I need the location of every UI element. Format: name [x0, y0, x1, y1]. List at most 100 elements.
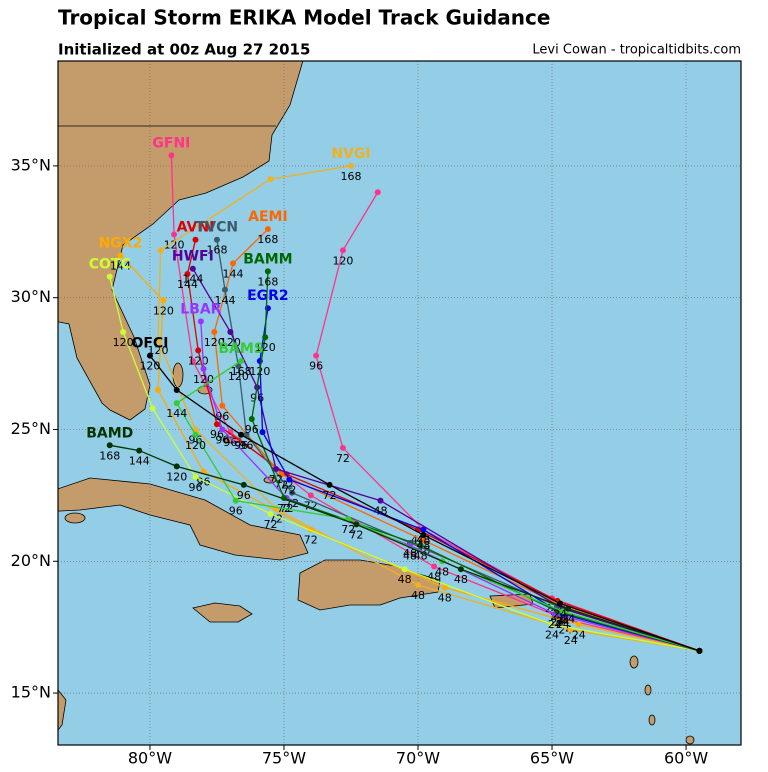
hour-label: 96 [250, 391, 264, 404]
track-point [248, 415, 255, 422]
track-point [374, 189, 381, 196]
hour-label: 48 [403, 547, 417, 560]
track-point [211, 328, 218, 335]
track-point [227, 429, 234, 436]
track-point [420, 526, 427, 533]
track-point [420, 537, 427, 544]
hour-label: 120 [332, 254, 353, 267]
track-point [347, 162, 354, 169]
track-point [221, 286, 228, 293]
hour-label: 24 [564, 634, 578, 647]
model-label: NVGI [331, 146, 370, 162]
x-tick-label: 65°W [530, 749, 574, 768]
hour-label: 168 [340, 170, 361, 183]
y-tick-label: 15°N [11, 683, 51, 702]
track-point [173, 463, 180, 470]
model-label: TVCN [196, 220, 238, 236]
hour-label: 144 [182, 273, 203, 286]
track-point [267, 510, 274, 517]
hour-label: 144 [214, 294, 235, 307]
hour-label: 168 [231, 365, 252, 378]
track-point [106, 273, 113, 280]
track-point [195, 347, 202, 354]
track-point [417, 542, 424, 549]
hour-label: 120 [139, 360, 160, 373]
hour-label: 120 [153, 304, 174, 317]
hour-label: 72 [323, 489, 337, 502]
hour-label: 120 [147, 344, 168, 357]
track-point [197, 318, 204, 325]
track-point [173, 386, 180, 393]
track-point [232, 497, 239, 504]
track-point [377, 497, 384, 504]
hour-label: 24 [545, 629, 559, 642]
track-point [235, 363, 242, 370]
jamaica [192, 602, 253, 623]
track-point [192, 473, 199, 480]
hour-label: 120 [255, 341, 276, 354]
track-point [457, 566, 464, 573]
track-point [559, 608, 566, 615]
track-point [189, 265, 196, 272]
hour-label: 96 [237, 489, 251, 502]
cuba [58, 477, 309, 561]
hour-label: 24 [556, 615, 570, 628]
hour-label: 24 [561, 613, 575, 626]
track-point [120, 328, 127, 335]
model-label: BAMD [86, 425, 133, 441]
track-point [117, 252, 124, 259]
hour-label: 168 [206, 244, 227, 257]
track-point [557, 600, 564, 607]
hour-label: 72 [349, 528, 363, 541]
hour-label: 48 [411, 589, 425, 602]
hour-label: 120 [185, 439, 206, 452]
hour-label: 72 [341, 523, 355, 536]
hour-label: 72 [282, 484, 296, 497]
hour-label: 96 [234, 439, 248, 452]
track-point [192, 236, 199, 243]
hour-label: 120 [228, 370, 249, 383]
tracks: 24487296120GFNI24487296120168NVGI2448729… [86, 135, 703, 654]
hour-label: 96 [189, 481, 203, 494]
track-point [200, 365, 207, 372]
hour-label: 144 [110, 260, 131, 273]
track-point [146, 352, 153, 359]
hour-label: 144 [223, 267, 244, 280]
track-point [575, 621, 582, 628]
track-line [186, 239, 700, 652]
hour-label: 48 [403, 549, 417, 562]
hour-label: 24 [550, 615, 564, 628]
track-line [175, 360, 700, 652]
track-point [154, 336, 161, 343]
track-point [136, 447, 143, 454]
hour-label: 48 [416, 539, 430, 552]
hour-label: 96 [189, 433, 203, 446]
track-point [168, 152, 175, 159]
track-point [264, 268, 271, 275]
island [648, 714, 656, 726]
hour-label: 96 [245, 423, 259, 436]
subtitle: Initialized at 00z Aug 27 2015 [58, 41, 310, 59]
hour-label: 144 [166, 407, 187, 420]
hour-label: 96 [229, 505, 243, 518]
y-tick-label: 30°N [11, 287, 51, 306]
south-america-edge [58, 689, 67, 731]
hour-label: 48 [398, 573, 412, 586]
track-point [173, 400, 180, 407]
model-label: COTC [89, 257, 131, 273]
track-point [149, 405, 156, 412]
hour-label: 168 [99, 449, 120, 462]
hour-label: 168 [257, 233, 278, 246]
island [629, 655, 639, 669]
model-label: EGR2 [247, 288, 289, 304]
y-tick-label: 20°N [11, 551, 51, 570]
track-point [160, 297, 167, 304]
track-point [339, 247, 346, 254]
track-point [307, 492, 314, 499]
x-tick-label: 70°W [396, 749, 440, 768]
track-point [213, 421, 220, 428]
track-point [441, 584, 448, 591]
track-point [262, 334, 269, 341]
hour-label: 72 [304, 534, 318, 547]
